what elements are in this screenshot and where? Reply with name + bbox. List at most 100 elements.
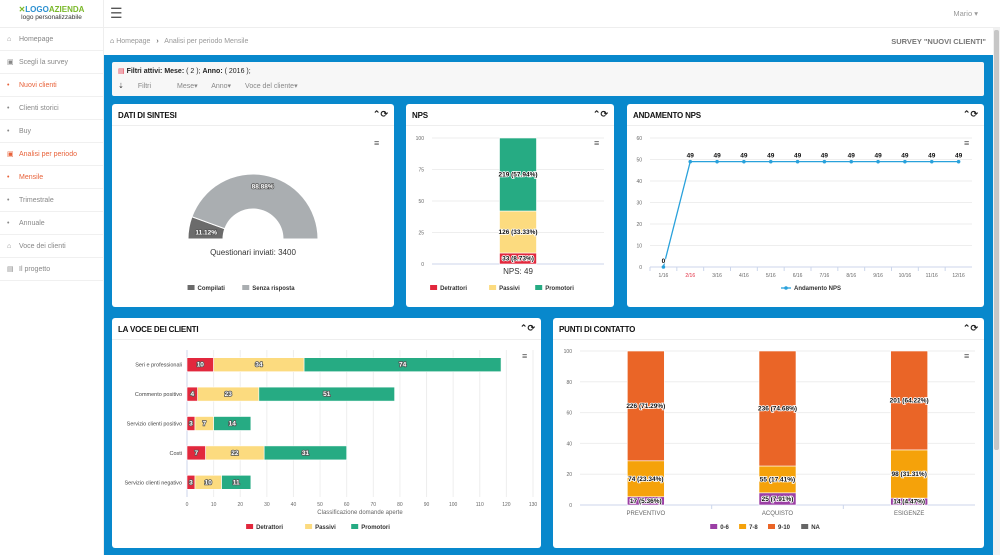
bar-7-8: [627, 460, 665, 498]
data-label: 34: [255, 362, 263, 369]
data-point: [956, 159, 961, 164]
home-icon: ⌂: [7, 243, 12, 250]
data-label: 74 (23.34%): [628, 476, 663, 483]
x-tick-label: 90: [424, 502, 430, 508]
sidebar-item-label: Analisi per periodo: [19, 151, 77, 158]
sidebar-item-label: Voce dei clienti: [19, 243, 66, 250]
chart-menu-icon[interactable]: ≡: [522, 351, 528, 361]
bar-9-10: [890, 350, 928, 451]
x-tick-label: 20: [237, 502, 243, 508]
x-tick-label: 80: [397, 502, 403, 508]
panel-header: LA VOCE DEI CLIENTI ⌃⟳: [112, 318, 541, 340]
bullet-icon: •: [7, 197, 10, 204]
data-label: 11: [233, 479, 240, 486]
sidebar-item-buy[interactable]: • Buy: [0, 120, 103, 143]
collapse-icon[interactable]: ⌃: [372, 109, 381, 119]
refresh-icon[interactable]: ⟳: [527, 323, 535, 333]
chart-menu-icon[interactable]: ≡: [374, 138, 380, 148]
data-label: 49: [928, 153, 936, 160]
x-tick-label: PREVENTIVO: [626, 511, 665, 517]
menu-toggle-icon[interactable]: ☰: [110, 5, 123, 21]
mese-dropdown[interactable]: Mese▾: [177, 83, 198, 90]
data-point: [742, 159, 746, 164]
x-tick-label: 4/16: [739, 273, 749, 279]
chart-svg: 0 20 40 60 80 100 17 (5.36%) 74 (23.34%) 226 (71…: [564, 349, 975, 531]
logo-text: LOGO: [25, 5, 49, 14]
y-tick-label: 100: [416, 136, 425, 142]
legend-item-0-6: 0-6: [720, 525, 729, 531]
data-label: 88.88%: [252, 184, 274, 191]
collapse-icon[interactable]: ⌃: [962, 323, 971, 333]
sidebar-item-analisi-per-periodo[interactable]: ▣ Analisi per periodo: [0, 143, 103, 166]
sidebar-item-annuale[interactable]: • Annuale: [0, 212, 103, 235]
anno-dropdown[interactable]: Anno▾: [211, 83, 232, 90]
chart-caption: NPS: 49: [503, 267, 533, 276]
scrollbar-thumb[interactable]: [994, 30, 999, 450]
collapse-icon[interactable]: ⌃: [592, 109, 601, 119]
x-tick-label: 70: [371, 502, 377, 508]
data-label: 49: [901, 153, 909, 160]
sidebar-item-mensile[interactable]: • Mensile: [0, 166, 103, 189]
sidebar-item-voce-dei-clienti[interactable]: ⌂ Voce dei clienti: [0, 235, 103, 258]
x-tick-label: 120: [502, 502, 511, 508]
scrollbar[interactable]: [993, 28, 1000, 555]
chart-svg: 0 25 50 75 100 33 (8.73%) 126 (33.33%) 219 (57.…: [416, 136, 604, 292]
x-axis-title: Classificazione domande aperte: [317, 510, 403, 516]
chart-menu-icon[interactable]: ≡: [964, 138, 970, 148]
data-label: 49: [713, 153, 721, 160]
y-tick-label: 40: [566, 441, 572, 447]
legend-item-detrattori: Detrattori: [256, 525, 283, 531]
y-tick-label: 80: [566, 380, 572, 386]
chart-svg: 0 10 20 30 40 50 60 1/16 2/16 3/16 4/16 5/16 6/16 7/1…: [636, 136, 972, 292]
data-label: 7: [195, 450, 199, 457]
panel-voce-dei-clienti: 0 10 20 30 40 50 60 70 80 90 100 110 120 130 Classific…: [112, 318, 541, 548]
sidebar-item-trimestrale[interactable]: • Trimestrale: [0, 189, 103, 212]
legend-swatch: [242, 285, 250, 290]
legend-item-passivi: Passivi: [315, 525, 336, 531]
y-tick-label: 25: [418, 231, 424, 237]
chart-menu-icon[interactable]: ≡: [964, 351, 970, 361]
panel-header: NPS ⌃⟳: [406, 104, 614, 126]
legend-item-senza risposta: Senza risposta: [252, 286, 295, 292]
sidebar-item-nuovi-clienti[interactable]: • Nuovi clienti: [0, 74, 103, 97]
sidebar-item-il-progetto[interactable]: ▤ Il progetto: [0, 258, 103, 281]
logo[interactable]: ✕LOGOAZIENDA logo personalizzabile: [0, 0, 103, 28]
refresh-icon[interactable]: ⟳: [970, 323, 978, 333]
bullet-icon: •: [7, 128, 10, 135]
refresh-icon[interactable]: ⟳: [380, 109, 388, 119]
x-tick-label: 60: [344, 502, 350, 508]
panel-nps: 0 25 50 75 100 33 (8.73%) 126 (33.33%) 219 (57.…: [406, 104, 614, 307]
data-label: 3: [189, 479, 193, 486]
bar-7-8: [758, 465, 797, 494]
data-label: 17 (5.36%): [630, 498, 662, 505]
panel-title: NPS: [412, 111, 428, 120]
x-tick-label: 130: [529, 502, 538, 508]
chart-menu-icon[interactable]: ≡: [594, 138, 600, 148]
sidebar-item-clienti-storici[interactable]: • Clienti storici: [0, 97, 103, 120]
sidebar-item-label: Clienti storici: [19, 105, 59, 112]
data-point: [795, 159, 800, 164]
voce-cliente-dropdown[interactable]: Voce del cliente▾: [245, 83, 298, 90]
data-label: 25 (7.91%): [762, 496, 794, 503]
logo-text-b: AZIENDA: [48, 5, 85, 14]
y-tick-label: 50: [636, 158, 642, 164]
breadcrumb-home[interactable]: Homepage: [116, 38, 151, 45]
data-point: [903, 159, 907, 164]
data-label: 49: [821, 153, 829, 160]
sidebar-item-homepage[interactable]: ⌂ Homepage: [0, 28, 103, 51]
sidebar-item-scegli-la-survey[interactable]: ▣ Scegli la survey: [0, 51, 103, 74]
x-tick-label: 3/16: [712, 273, 722, 279]
x-tick-label: 7/16: [820, 273, 830, 279]
collapse-icon[interactable]: ⌃: [519, 323, 528, 333]
x-tick-label: 110: [476, 502, 484, 508]
refresh-icon[interactable]: ⟳: [600, 109, 608, 119]
legend-swatch: [739, 524, 747, 529]
collapse-icon[interactable]: ⌃: [962, 109, 971, 119]
data-point: [849, 159, 854, 164]
user-menu[interactable]: Mario ▾: [953, 9, 978, 18]
data-label: 226 (71.29%): [626, 403, 665, 410]
y-tick-label: Seri e professionali: [135, 363, 182, 369]
y-tick-label: Servizio clienti negativo: [125, 480, 182, 486]
filtri-button[interactable]: ⇣ Filtri: [118, 83, 163, 90]
refresh-icon[interactable]: ⟳: [970, 109, 978, 119]
